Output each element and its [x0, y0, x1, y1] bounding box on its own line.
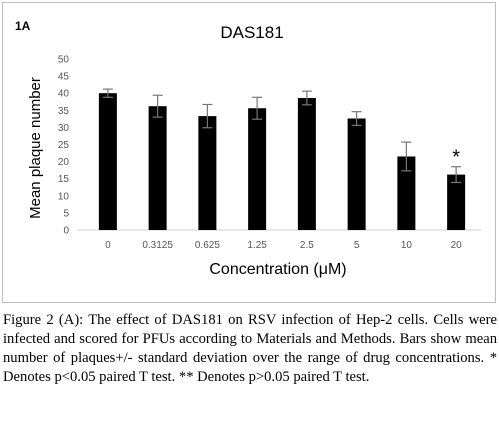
significance-marker: * [452, 147, 460, 169]
y-tick-label: 35 [58, 106, 70, 117]
bar [248, 108, 267, 230]
x-tick-label: 0.3125 [142, 240, 173, 251]
bar [148, 106, 167, 230]
caption-lead: Figure 2 (A): [3, 312, 84, 328]
x-tick-label: 2.5 [300, 240, 314, 251]
figure-panel: 1A DAS181 Mean plaque number Concentrati… [2, 2, 496, 303]
y-axis-label: Mean plaque number [27, 77, 44, 219]
x-tick-label: 1.25 [247, 240, 267, 251]
panel-label: 1A [15, 19, 31, 33]
y-tick-label: 20 [58, 157, 70, 168]
y-tick-label: 25 [58, 140, 70, 151]
x-tick-label: 0.625 [195, 240, 220, 251]
x-axis-label: Concentration (μM) [209, 261, 346, 278]
y-tick-label: 45 [58, 72, 70, 83]
y-tick-label: 0 [63, 226, 69, 237]
figure-caption: Figure 2 (A): The effect of DAS181 on RS… [3, 311, 497, 387]
x-tick-label: 10 [401, 240, 413, 251]
bar [198, 116, 217, 230]
bar [397, 156, 416, 230]
bar-chart: DAS181 Mean plaque number Concentration … [27, 23, 481, 278]
chart-title: DAS181 [220, 23, 283, 42]
y-tick-label: 40 [58, 89, 70, 100]
y-tick-label: 15 [58, 174, 70, 185]
x-tick-label: 0 [105, 240, 111, 251]
bar [347, 118, 366, 230]
bar [447, 174, 466, 230]
x-tick-label: 5 [354, 240, 360, 251]
y-tick-label: 30 [58, 123, 70, 134]
y-tick-label: 5 [63, 208, 69, 219]
bar [98, 93, 117, 230]
plot-area: 0 5 10 15 20 25 30 35 40 45 50 0 0.3125 0.625 1.25 2.5 5… [58, 55, 481, 251]
bar [297, 97, 316, 230]
caption-text: The effect of DAS181 on RSV infection of… [3, 312, 497, 385]
x-tick-label: 20 [451, 240, 463, 251]
y-tick-label: 10 [58, 191, 70, 202]
y-tick-label: 50 [58, 55, 70, 66]
